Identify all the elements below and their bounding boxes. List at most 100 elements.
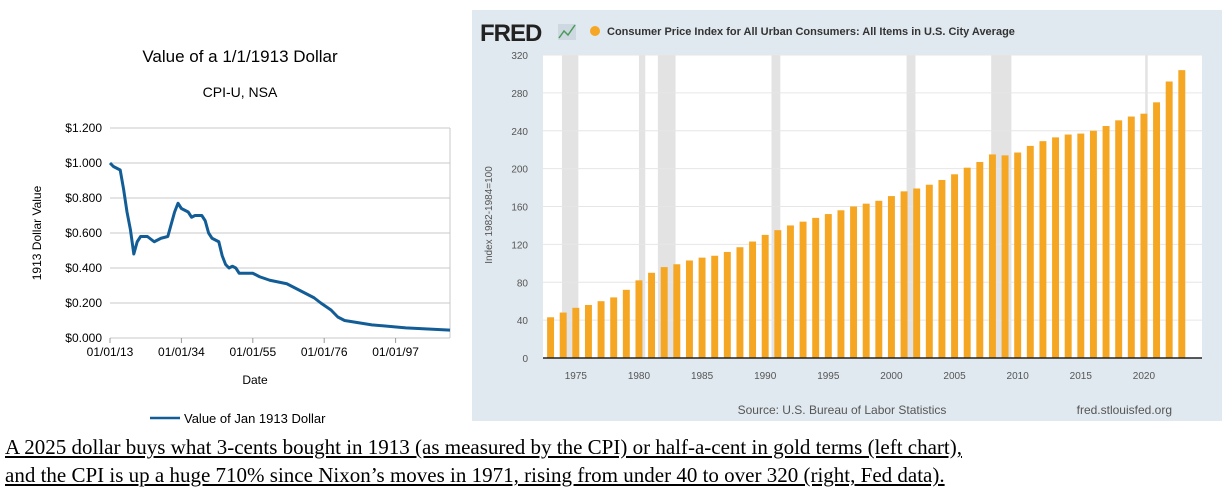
bar bbox=[610, 297, 618, 358]
bar bbox=[976, 161, 984, 358]
x-tick-label: 01/01/13 bbox=[87, 345, 134, 359]
bar bbox=[837, 210, 845, 358]
bar bbox=[1127, 116, 1135, 358]
bar bbox=[648, 272, 656, 358]
y-tick-label: 160 bbox=[511, 203, 528, 214]
bar bbox=[1102, 126, 1110, 358]
chart-title: Value of a 1/1/1913 Dollar bbox=[142, 47, 338, 66]
bar bbox=[875, 200, 883, 358]
bar bbox=[925, 184, 933, 358]
y-tick-label: $0.200 bbox=[65, 296, 102, 310]
y-tick-label: $1.000 bbox=[65, 156, 102, 170]
bar bbox=[799, 221, 807, 358]
legend-dot bbox=[590, 26, 600, 36]
x-tick-label: 1980 bbox=[628, 371, 651, 382]
y-tick-label: 40 bbox=[517, 316, 529, 327]
x-tick-label: 1990 bbox=[754, 371, 777, 382]
bar bbox=[1052, 137, 1060, 358]
bar bbox=[887, 196, 895, 358]
x-axis-label: Date bbox=[242, 373, 268, 387]
bar bbox=[900, 191, 908, 358]
bar bbox=[723, 251, 731, 358]
cpi-bar-chart: FRED Consumer Price Index for All Urban … bbox=[480, 20, 1202, 417]
y-tick-label: 0 bbox=[522, 354, 528, 365]
caption-line-2: and the CPI is up a huge 710% since Nixo… bbox=[5, 463, 945, 487]
y-tick-label: 80 bbox=[517, 278, 529, 289]
bar bbox=[1064, 134, 1072, 358]
y-tick-label: 240 bbox=[511, 127, 528, 138]
x-tick-label: 1975 bbox=[565, 371, 588, 382]
chart-title: Consumer Price Index for All Urban Consu… bbox=[607, 26, 1015, 38]
bar bbox=[824, 214, 832, 358]
legend-label: Value of Jan 1913 Dollar bbox=[184, 411, 326, 426]
y-axis-label: Index 1982-1984=100 bbox=[484, 166, 495, 264]
bar bbox=[774, 230, 782, 358]
bar bbox=[1001, 155, 1009, 358]
y-tick-label: 280 bbox=[511, 89, 528, 100]
bar bbox=[1153, 102, 1161, 358]
bar bbox=[988, 154, 996, 358]
chart-subtitle: CPI-U, NSA bbox=[203, 84, 278, 100]
fred-logo: FRED bbox=[480, 20, 542, 47]
x-tick-label: 2020 bbox=[1133, 371, 1156, 382]
bar bbox=[698, 257, 706, 358]
x-tick-label: 1985 bbox=[691, 371, 714, 382]
bar bbox=[1165, 81, 1173, 358]
bar bbox=[1178, 70, 1186, 359]
bar bbox=[547, 317, 555, 358]
y-tick-label: 320 bbox=[511, 51, 528, 62]
bar bbox=[1014, 152, 1022, 358]
right-chart: FRED Consumer Price Index for All Urban … bbox=[472, 10, 1222, 421]
bar bbox=[635, 280, 643, 358]
fred-chart-icon bbox=[558, 24, 576, 40]
y-tick-label: $0.000 bbox=[65, 331, 102, 345]
x-tick-label: 01/01/34 bbox=[158, 345, 205, 359]
left-chart: Value of a 1/1/1913 Dollar CPI-U, NSA 19… bbox=[0, 0, 465, 430]
bar bbox=[812, 217, 820, 358]
x-tick-label: 01/01/55 bbox=[229, 345, 276, 359]
x-tick-label: 1995 bbox=[817, 371, 840, 382]
caption-line-1: A 2025 dollar buys what 3-cents bought i… bbox=[5, 435, 963, 459]
bar bbox=[1115, 120, 1123, 358]
dollar-value-chart: Value of a 1/1/1913 Dollar CPI-U, NSA 19… bbox=[30, 47, 451, 426]
bar bbox=[938, 179, 946, 358]
bar bbox=[736, 247, 744, 358]
y-axis-label: 1913 Dollar Value bbox=[30, 185, 44, 280]
bar bbox=[1140, 113, 1148, 358]
x-tick-label: 2015 bbox=[1070, 371, 1093, 382]
bar bbox=[749, 241, 757, 358]
bar bbox=[1026, 145, 1034, 358]
bar bbox=[559, 312, 567, 358]
bar bbox=[685, 260, 693, 358]
bar bbox=[584, 304, 592, 358]
y-tick-label: $0.600 bbox=[65, 226, 102, 240]
bar bbox=[850, 206, 858, 358]
y-tick-label: $0.800 bbox=[65, 191, 102, 205]
site-label: fred.stlouisfed.org bbox=[1077, 403, 1172, 417]
bar bbox=[660, 267, 668, 358]
y-tick-label: $1.200 bbox=[65, 121, 102, 135]
bar bbox=[597, 301, 605, 358]
x-tick-label: 2005 bbox=[943, 371, 966, 382]
bar bbox=[786, 225, 794, 358]
bar bbox=[711, 255, 719, 358]
bar bbox=[862, 203, 870, 358]
series-line bbox=[108, 161, 451, 332]
y-tick-label: 120 bbox=[511, 240, 528, 251]
bar bbox=[622, 289, 630, 358]
x-tick-label: 2010 bbox=[1007, 371, 1030, 382]
y-tick-label: 200 bbox=[511, 165, 528, 176]
source-label: Source: U.S. Bureau of Labor Statistics bbox=[738, 403, 947, 417]
bar bbox=[1039, 141, 1047, 358]
bar bbox=[963, 167, 971, 358]
x-tick-label: 01/01/76 bbox=[301, 345, 348, 359]
y-tick-label: $0.400 bbox=[65, 261, 102, 275]
caption: A 2025 dollar buys what 3-cents bought i… bbox=[5, 433, 1225, 489]
bar bbox=[1089, 130, 1097, 358]
x-tick-label: 01/01/97 bbox=[372, 345, 419, 359]
bar bbox=[761, 234, 769, 358]
bar bbox=[572, 307, 580, 358]
x-tick-label: 2000 bbox=[880, 371, 903, 382]
bar bbox=[1077, 133, 1085, 358]
bar bbox=[673, 264, 681, 358]
